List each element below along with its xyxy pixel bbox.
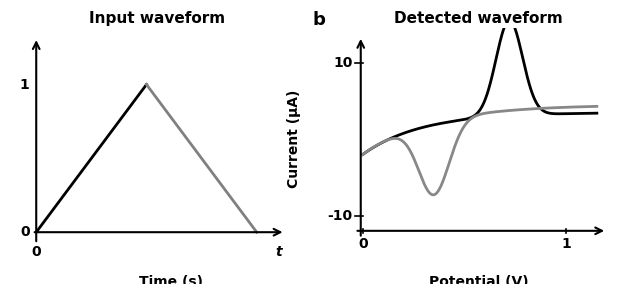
Text: 0: 0 — [358, 237, 367, 251]
Text: t: t — [275, 245, 282, 260]
Title: Input waveform: Input waveform — [89, 11, 226, 26]
Text: b: b — [312, 11, 325, 29]
Text: Current (μA): Current (μA) — [287, 90, 301, 188]
Text: 1: 1 — [20, 78, 30, 91]
Text: -10: -10 — [328, 208, 353, 223]
Text: 1: 1 — [561, 237, 571, 251]
Text: Potential (V): Potential (V) — [429, 275, 529, 284]
Text: 10: 10 — [333, 56, 353, 70]
Text: 0: 0 — [20, 225, 30, 239]
Title: Detected waveform: Detected waveform — [394, 11, 563, 26]
Text: 0: 0 — [32, 245, 41, 260]
Text: Time (s): Time (s) — [139, 275, 203, 284]
